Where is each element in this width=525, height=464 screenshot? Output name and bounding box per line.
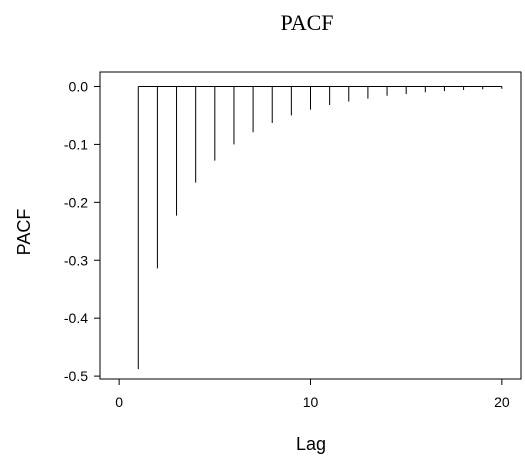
- pacf-spikes: [137, 86, 503, 370]
- x-tick-label: 20: [494, 394, 510, 410]
- y-tick-label: -0.2: [64, 194, 88, 210]
- y-axis-label: PACF: [14, 209, 34, 256]
- y-tick-label: -0.1: [64, 136, 88, 152]
- y-tick-label: -0.5: [64, 368, 88, 384]
- x-tick-label: 0: [115, 394, 123, 410]
- y-tick-label: -0.3: [64, 252, 88, 268]
- plot-frame: [99, 71, 522, 380]
- y-tick-label: -0.4: [64, 310, 88, 326]
- chart-title: PACF: [280, 10, 333, 35]
- x-axis: 0 10 20: [115, 379, 510, 410]
- y-axis: 0.0 -0.1 -0.2 -0.3 -0.4 -0.5: [64, 78, 100, 384]
- y-tick-label: 0.0: [69, 78, 89, 94]
- x-axis-label: Lag: [296, 434, 326, 454]
- x-tick-label: 10: [303, 394, 319, 410]
